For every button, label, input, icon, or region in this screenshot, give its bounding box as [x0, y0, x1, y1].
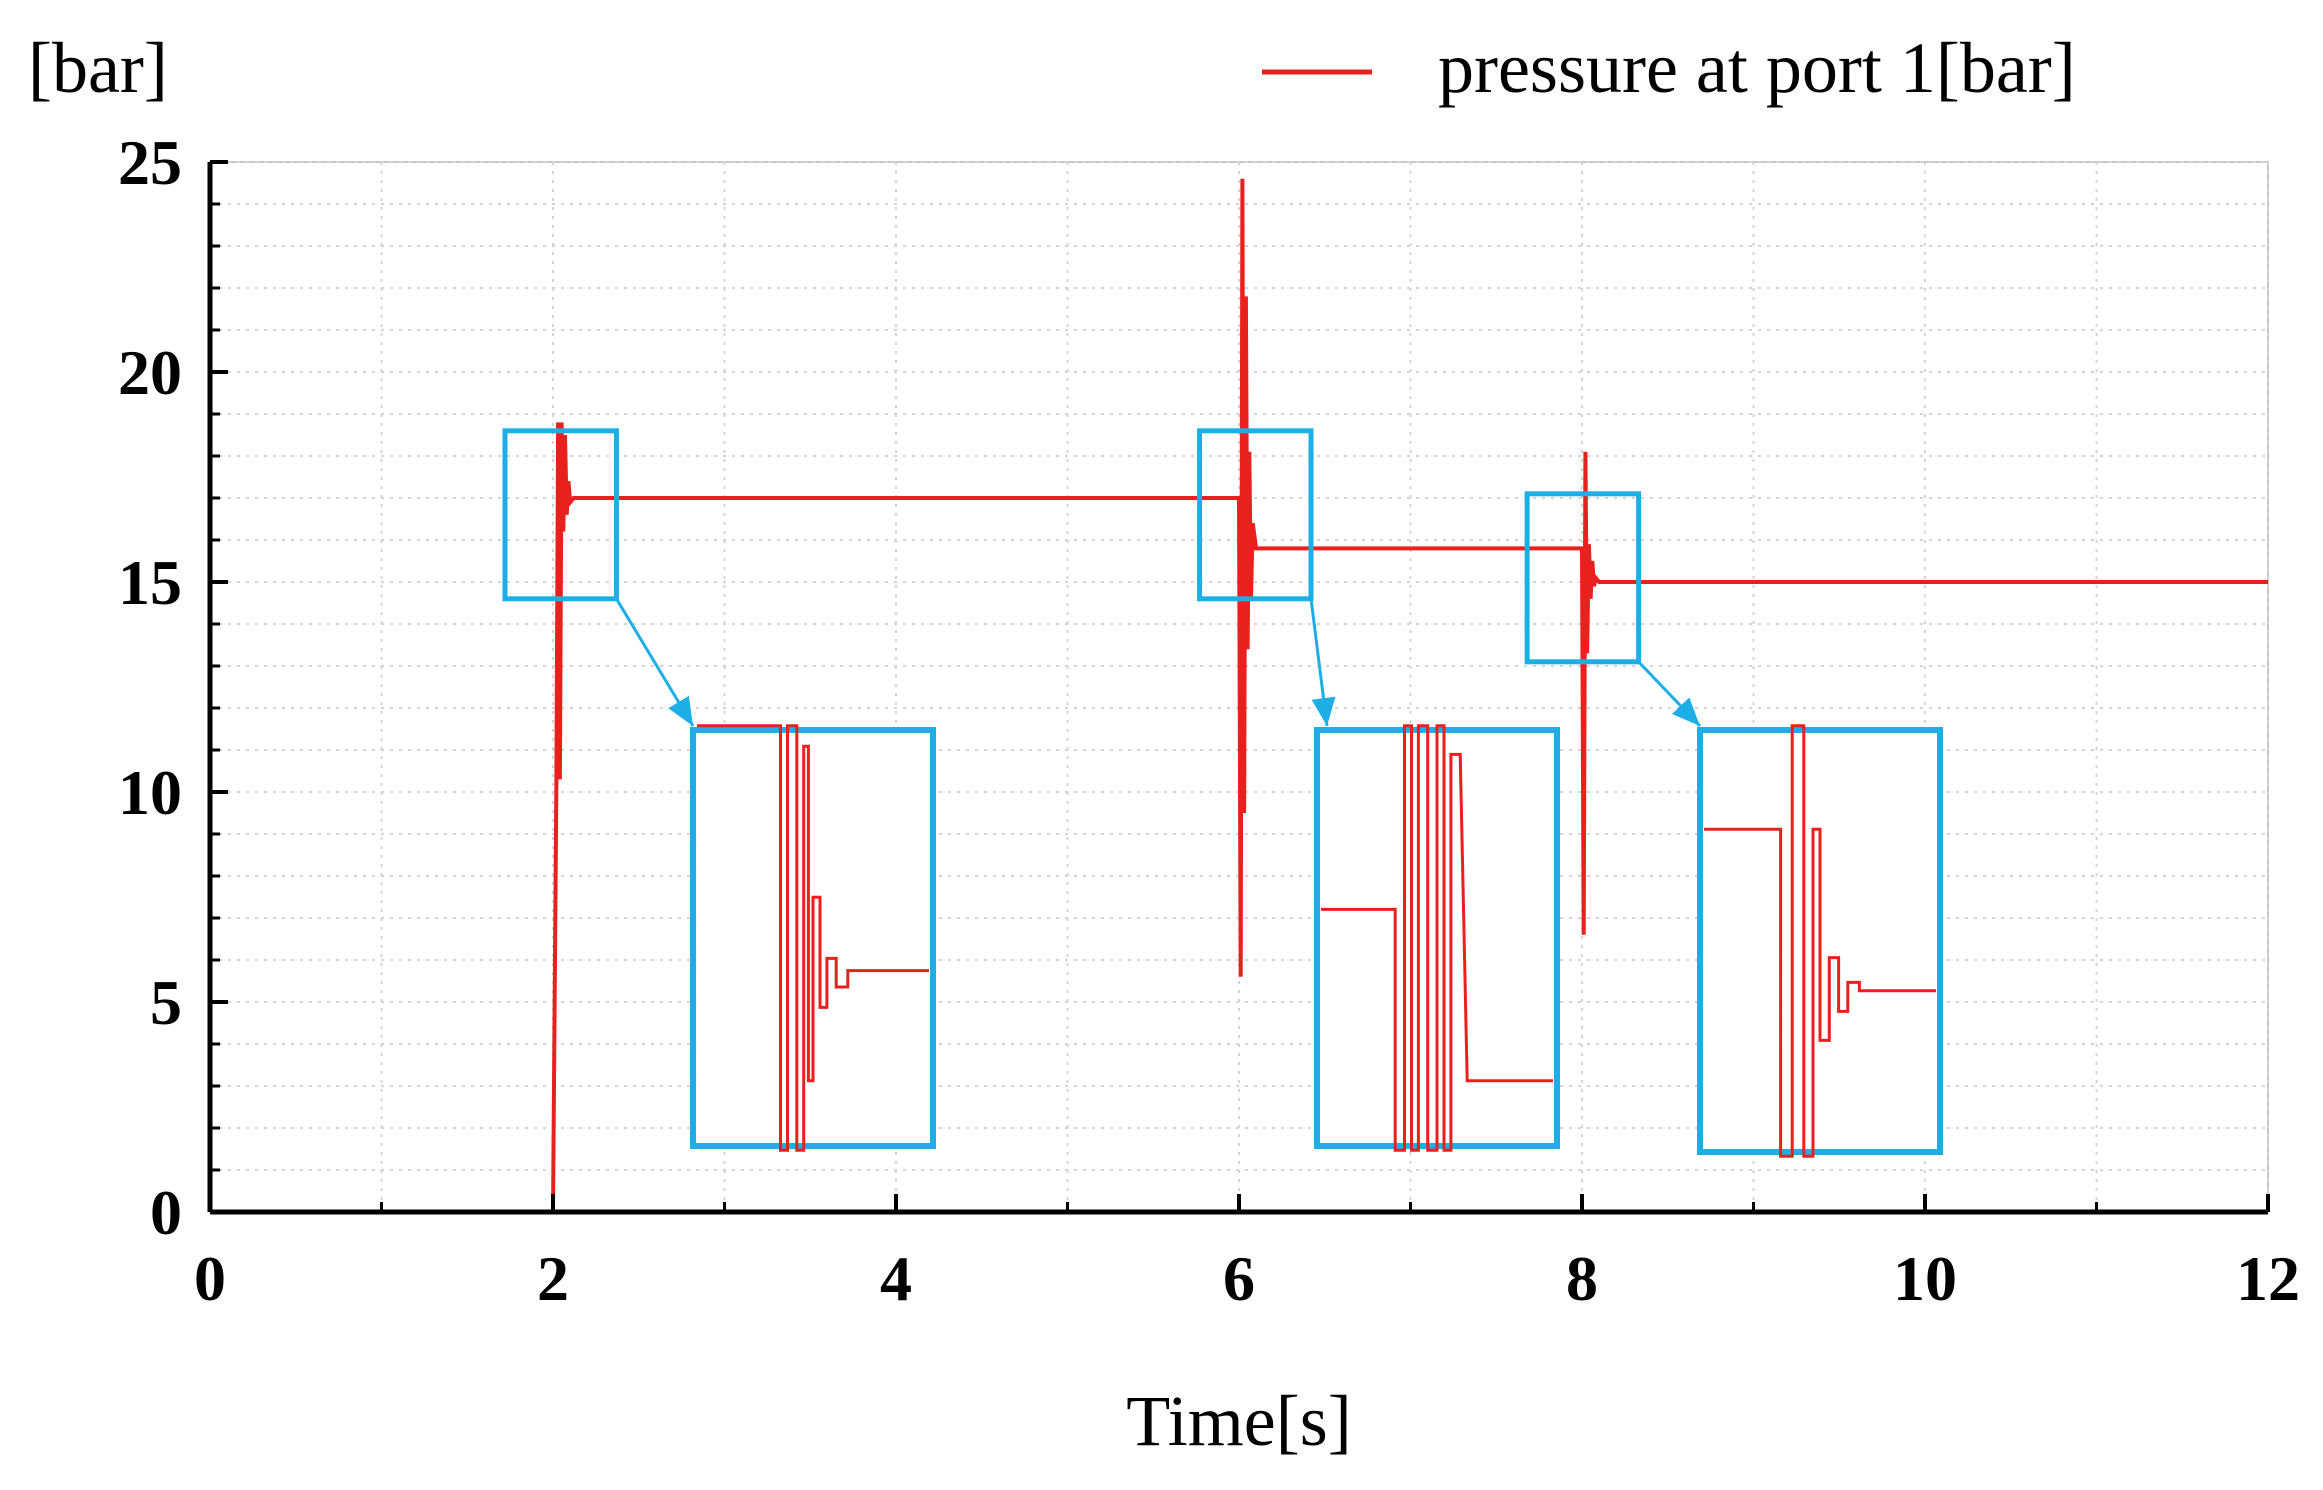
zoom-inset-trace — [1321, 724, 1553, 1152]
y-tick-label: 10 — [118, 757, 182, 828]
y-tick-label: 5 — [150, 967, 182, 1038]
x-axis-label: Time[s] — [1126, 1381, 1351, 1461]
y-tick-label: 25 — [118, 127, 182, 198]
y-tick-label: 15 — [118, 547, 182, 618]
legend-entry-pressure: pressure at port 1[bar] — [1438, 28, 2076, 108]
legend: pressure at port 1[bar] — [1262, 28, 2076, 108]
zoom-callout-arrowhead — [668, 695, 693, 726]
zoom-box — [1197, 428, 1314, 602]
x-tick-label: 6 — [1223, 1243, 1255, 1314]
x-tick-label: 12 — [2236, 1243, 2300, 1314]
series-line-pressure — [210, 178, 2268, 1214]
y-tick-label: 20 — [118, 337, 182, 408]
zoom-box — [1524, 491, 1642, 665]
zoom-group — [502, 428, 1943, 1158]
x-tick-label: 8 — [1566, 1243, 1598, 1314]
zoom-box — [502, 428, 619, 602]
zoom-callout-arrowhead — [1311, 696, 1336, 726]
ticks: 0 2 4 6 8 10 12 0 5 10 15 20 25 — [118, 127, 2300, 1314]
x-tick-label: 0 — [194, 1243, 226, 1314]
x-tick-label: 4 — [880, 1243, 912, 1314]
series-group — [209, 178, 2269, 1214]
x-tick-label: 2 — [537, 1243, 569, 1314]
y-tick-label: 0 — [150, 1177, 182, 1248]
x-tick-label: 10 — [1893, 1243, 1957, 1314]
zoom-inset-trace — [697, 724, 929, 1152]
y-axis-label: [bar] — [28, 28, 168, 108]
zoom-callout-arrowhead — [1671, 697, 1700, 726]
zoom-inset-trace — [1704, 724, 1936, 1158]
